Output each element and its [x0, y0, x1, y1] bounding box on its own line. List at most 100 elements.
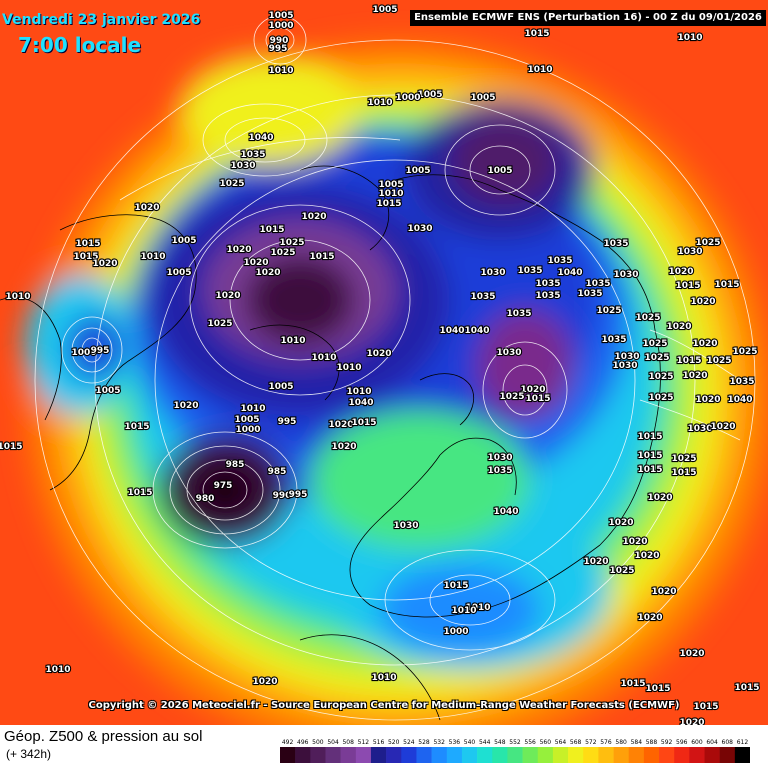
isobar-label: 1040 [348, 398, 373, 408]
isobar-label: 1015 [259, 225, 284, 235]
isobar-label: 1020 [328, 420, 353, 430]
isobar-label: 1035 [535, 279, 560, 289]
isobar-label: 1015 [637, 465, 662, 475]
scale-tick-label: 604 [706, 739, 718, 746]
scale-tick-label: 496 [297, 739, 309, 746]
scale-swatch [522, 747, 539, 763]
isobar-label: 1005 [268, 11, 293, 21]
isobar-label: 1010 [140, 252, 165, 262]
scale-tick-label: 512 [358, 739, 370, 746]
scale-tick-label: 544 [479, 739, 491, 746]
isobar-label: 1035 [729, 377, 754, 387]
isobar-label: 1010 [45, 665, 70, 675]
scale-swatch [355, 747, 372, 763]
scale-tick-label: 568 [570, 739, 582, 746]
legend-bar: Géop. Z500 & pression au sol (+ 342h) 49… [0, 725, 768, 768]
isobar-label: 1015 [671, 468, 696, 478]
isobar-label: 1035 [585, 279, 610, 289]
isobar-label: 1025 [644, 353, 669, 363]
isobar-label: 1025 [609, 566, 634, 576]
isobar-label: 990 [270, 36, 289, 46]
isobar-label: 1030 [613, 270, 638, 280]
scale-tick-label: 556 [524, 739, 536, 746]
scale-tick-label: 572 [585, 739, 597, 746]
scale-swatch [492, 747, 508, 763]
scale-swatch [734, 747, 750, 763]
isobar-label: 1035 [240, 150, 265, 160]
isobar-label: 1020 [255, 268, 280, 278]
isobar-label: 1020 [301, 212, 326, 222]
isobar-label: 1030 [677, 247, 702, 257]
isobar-label: 1015 [637, 432, 662, 442]
isobar-label: 1010 [465, 603, 490, 613]
scale-tick-label: 540 [464, 739, 476, 746]
scale-tick-label: 600 [691, 739, 703, 746]
isobar-label: 1020 [134, 203, 159, 213]
isobar-label: 1010 [240, 404, 265, 414]
isobar-label: 1015 [714, 280, 739, 290]
isobars [34, 15, 756, 721]
isobar-label: 1005 [166, 268, 191, 278]
isobar-label: 1030 [480, 268, 505, 278]
isobar-label: 1035 [603, 239, 628, 249]
isobar-label: 1010 [336, 363, 361, 373]
scale-tick-label: 492 [282, 739, 294, 746]
isobar-label: 1020 [173, 401, 198, 411]
isobar-label: 1020 [226, 245, 251, 255]
isobar-label: 1035 [470, 292, 495, 302]
isobar-label: 1035 [535, 291, 560, 301]
scale-swatch [340, 747, 357, 763]
isobar-label: 1025 [695, 238, 720, 248]
isobar-label: 1015 [0, 442, 23, 452]
scale-tick-label: 536 [449, 739, 461, 746]
isobar-label: 1015 [443, 581, 468, 591]
scale-swatch [280, 747, 296, 763]
scale-swatch [583, 747, 599, 763]
isobar-label: 1010 [677, 33, 702, 43]
isobar-label: 1015 [73, 252, 98, 262]
scale-tick-label: 548 [494, 739, 506, 746]
scale-swatch [719, 747, 736, 763]
isobar-label: 1015 [127, 488, 152, 498]
isobar-label: 995 [278, 417, 297, 427]
isobar-label: 1010 [268, 66, 293, 76]
isobar-label: 1020 [647, 493, 672, 503]
isobar-label: 1025 [219, 179, 244, 189]
isobar-label: 995 [91, 346, 110, 356]
isobar-label: 1020 [608, 518, 633, 528]
isobar-label: 1015 [620, 679, 645, 689]
scale-swatch [477, 747, 493, 763]
isobar-label: 1015 [693, 702, 718, 712]
isobar-label: 1020 [679, 649, 704, 659]
isobar-label: 1040 [493, 507, 518, 517]
isobar-label: 1025 [648, 393, 673, 403]
scale-swatch [325, 747, 341, 763]
scale-tick-label: 588 [646, 739, 658, 746]
scale-swatch [507, 747, 523, 763]
scale-tick-label: 564 [555, 739, 567, 746]
isobar-label: 1025 [732, 347, 757, 357]
lead-time: (+ 342h) [6, 747, 52, 761]
scale-swatch [598, 747, 614, 763]
isobar-label: 995 [269, 44, 288, 54]
scale-swatch [370, 747, 387, 763]
model-run-label: Ensemble ECMWF ENS (Perturbation 16) - 0… [410, 10, 766, 26]
isobar-label: 1040 [248, 133, 273, 143]
forecast-time: 7:00 locale [18, 33, 142, 57]
isobar-label: 1015 [675, 281, 700, 291]
isobar-label: 1040 [557, 268, 582, 278]
isobar-label: 1020 [366, 349, 391, 359]
scale-tick-label: 584 [631, 739, 643, 746]
isobar-label: 1020 [682, 371, 707, 381]
isobar-label: 1030 [612, 361, 637, 371]
isobar-label: 1000 [71, 348, 96, 358]
isobar-label: 1005 [372, 5, 397, 15]
isobar-label: 1030 [687, 424, 712, 434]
isobar-label: 1020 [692, 339, 717, 349]
scale-swatch [461, 747, 478, 763]
isobar-label: 1005 [405, 166, 430, 176]
isobar-label: 1010 [371, 673, 396, 683]
isobar-label: 1015 [351, 418, 376, 428]
